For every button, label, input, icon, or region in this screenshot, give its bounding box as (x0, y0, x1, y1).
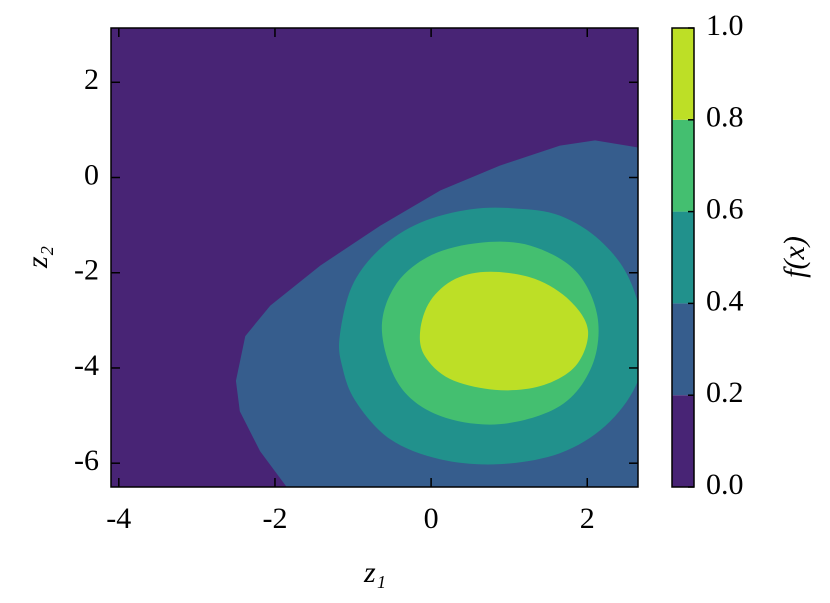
colorbar-tick-label: 0.8 (706, 101, 744, 134)
colorbar-band (672, 395, 694, 487)
y-tick-label: -6 (74, 444, 99, 477)
colorbar-frame (671, 27, 695, 488)
x-tick-label: 2 (580, 502, 595, 535)
colorbar-band (672, 28, 694, 120)
colorbar-tick-label: 0.2 (706, 376, 744, 409)
colorbar-tick-label: 0.0 (706, 468, 744, 501)
y-tick-label: -2 (74, 254, 99, 287)
y-axis-label: z₂ (21, 246, 54, 269)
contour-region (419, 271, 589, 391)
x-tick-label: 0 (424, 502, 439, 535)
colorbar-tick-label: 1.0 (706, 9, 744, 42)
x-axis-label: z₁ (363, 556, 386, 589)
colorbar-tick-label: 0.6 (706, 192, 744, 225)
y-tick-label: 0 (84, 158, 99, 191)
y-tick-label: 2 (84, 63, 99, 96)
plot-frame (110, 27, 639, 488)
colorbar-label: f(x) (778, 236, 811, 278)
colorbar-tick-label: 0.4 (706, 284, 744, 317)
colorbar-band (672, 211, 694, 304)
colorbar-band (672, 303, 694, 396)
plot-area (111, 28, 638, 487)
x-tick-label: -4 (106, 502, 131, 535)
colorbar-band (672, 119, 694, 212)
x-tick-label: -2 (262, 502, 287, 535)
y-tick-label: -4 (74, 349, 99, 382)
